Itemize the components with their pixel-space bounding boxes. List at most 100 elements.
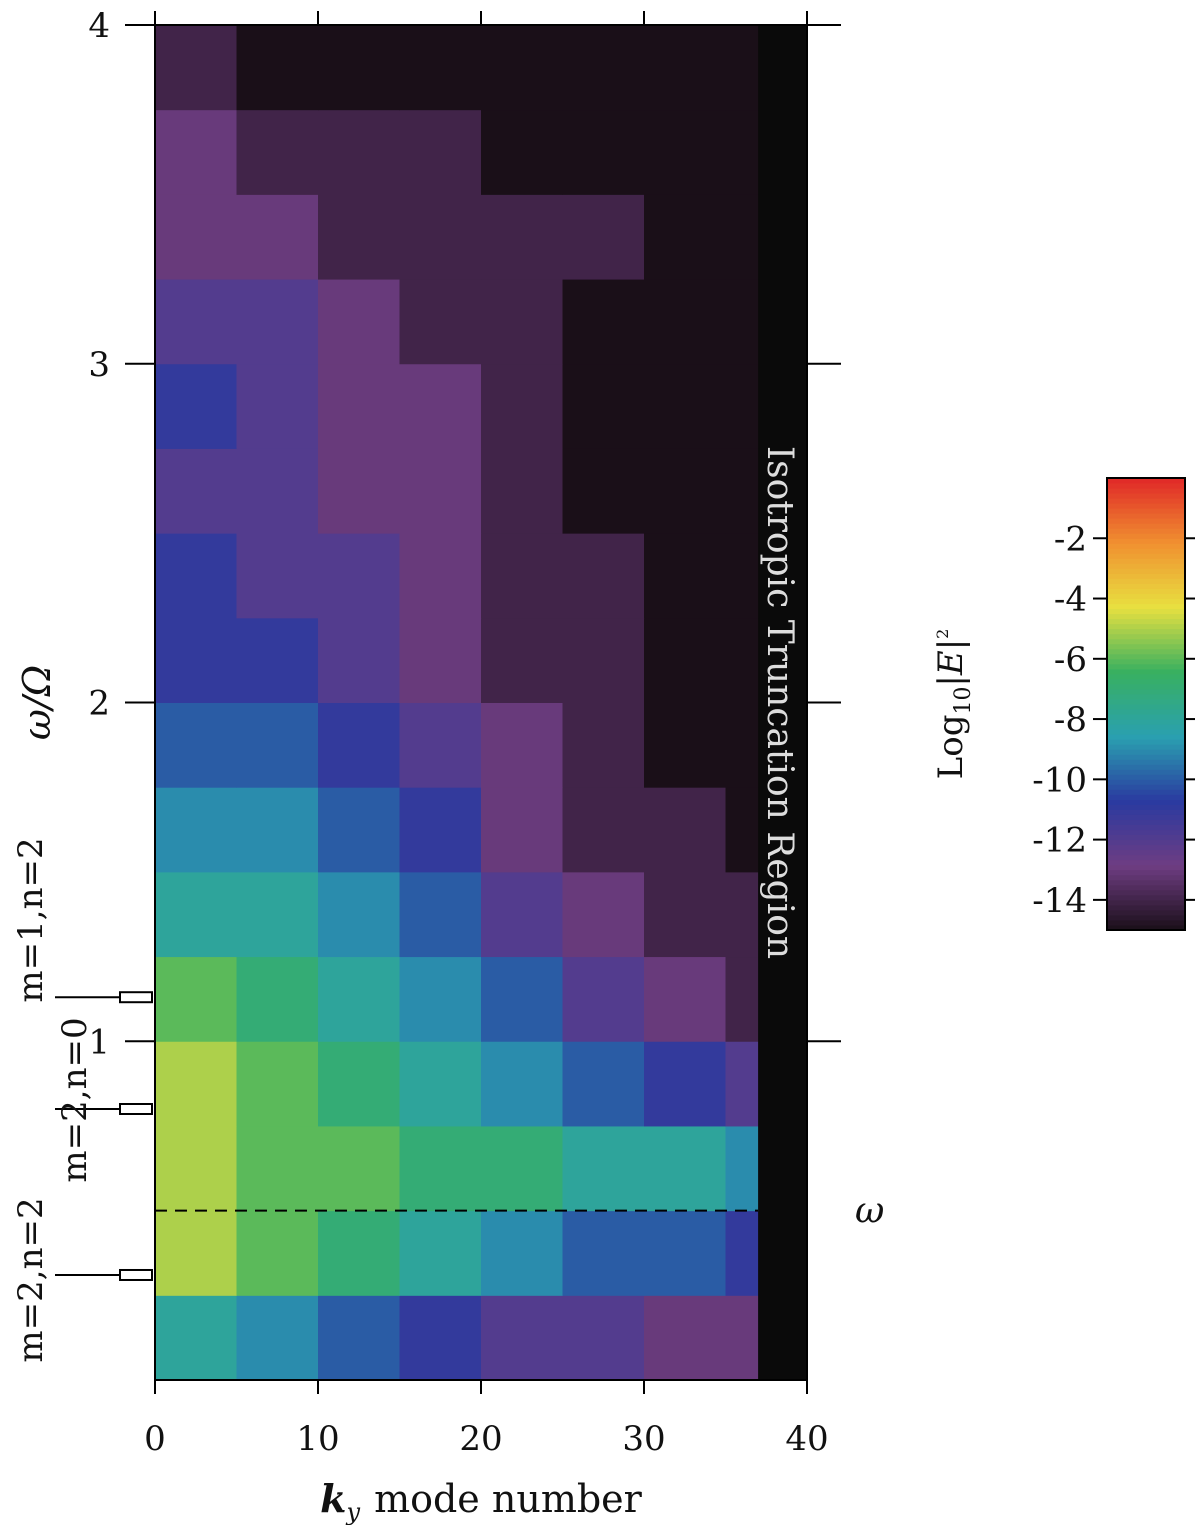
heatmap-cell [562, 448, 645, 534]
colorbar-segment [1107, 874, 1185, 881]
heatmap-cell [644, 109, 726, 195]
colorbar-segment [1107, 924, 1185, 931]
heatmap-cell [399, 109, 482, 195]
colorbar-segment [1107, 663, 1185, 670]
heatmap-cell [155, 871, 237, 958]
heatmap-cell [562, 956, 645, 1042]
heatmap-cell [481, 956, 563, 1042]
colorbar-segment [1107, 523, 1185, 529]
colorbar-segment [1107, 483, 1185, 489]
colorbar-tick-label: -2 [1054, 519, 1087, 559]
colorbar-segment [1107, 739, 1185, 745]
colorbar-segment [1107, 583, 1185, 589]
colorbar-segment [1107, 498, 1185, 504]
heatmap-cell [318, 109, 400, 195]
colorbar-segment [1107, 693, 1185, 700]
heatmap-cell [562, 363, 645, 449]
heatmap-cell [644, 702, 726, 788]
heatmap-cell [236, 194, 319, 280]
heatmap-cell [644, 1295, 726, 1381]
heatmap-cell [644, 279, 726, 365]
y-tick-label: 1 [88, 1022, 110, 1062]
colorbar-tick-label: -6 [1054, 640, 1087, 680]
colorbar-segment [1107, 633, 1185, 640]
heatmap-cell [318, 194, 400, 280]
heatmap-cell [318, 363, 400, 449]
colorbar-segment [1107, 653, 1185, 660]
heatmap-cell [644, 787, 726, 873]
heatmap-cell [481, 1210, 563, 1296]
colorbar-segment [1107, 834, 1185, 841]
colorbar-segment [1107, 513, 1185, 519]
colorbar-segment [1107, 548, 1185, 554]
heatmap-cell [236, 533, 319, 619]
colorbar-segment [1107, 613, 1185, 620]
heatmap-cell [318, 702, 400, 788]
colorbar-segment [1107, 658, 1185, 665]
x-tick-label: 10 [296, 1419, 339, 1459]
colorbar-segment [1107, 844, 1185, 851]
heatmap-cell [236, 279, 319, 365]
heatmap-cell [318, 279, 400, 365]
colorbar-segment [1107, 573, 1185, 579]
heatmap-cell [644, 1210, 726, 1296]
colorbar-segment [1107, 493, 1185, 499]
heatmap-cell [399, 871, 482, 958]
heatmap-cell [481, 787, 563, 873]
colorbar-segment [1107, 824, 1185, 831]
heatmap-cell [399, 1210, 482, 1296]
heatmap-cell [562, 1295, 645, 1381]
colorbar-segment [1107, 704, 1185, 710]
x-label-subscript: y [346, 1498, 361, 1525]
y-tick-label: 4 [88, 6, 110, 46]
reference-label: ω [855, 1191, 884, 1232]
colorbar-segment [1107, 919, 1185, 926]
colorbar-segment [1107, 568, 1185, 574]
heatmap-cell [236, 1041, 319, 1127]
colorbar-segment [1107, 864, 1185, 871]
heatmap-cell [399, 533, 482, 619]
colorbar-segment [1107, 714, 1185, 720]
x-axis-label: ky mode number [320, 1476, 643, 1525]
colorbar-segment [1107, 749, 1185, 755]
x-label-text: mode number [374, 1477, 643, 1521]
heatmap-cell [236, 109, 319, 195]
colorbar-segment [1107, 603, 1185, 610]
heatmap-cell [236, 1210, 319, 1296]
heatmap-cell [481, 194, 563, 280]
truncation-region [758, 25, 807, 1380]
heatmap-cell [644, 25, 726, 111]
colorbar-segment [1107, 904, 1185, 911]
colorbar-segment [1107, 538, 1185, 544]
heatmap-cell [481, 533, 563, 619]
heatmap-cell [318, 1210, 400, 1296]
heatmap-cell [236, 617, 319, 703]
colorbar-segment [1107, 819, 1185, 826]
x-tick-label: 20 [459, 1419, 502, 1459]
colorbar-segment [1107, 759, 1185, 765]
heatmap-cell [155, 787, 237, 873]
colorbar-segment [1107, 789, 1185, 795]
heatmap-cell [318, 1295, 400, 1381]
heatmap-cell [644, 871, 726, 958]
heatmap-cell [644, 363, 726, 449]
heatmap-cell [155, 1295, 237, 1381]
heatmap-cell [562, 194, 645, 280]
heatmap-cell [399, 194, 482, 280]
heatmap-cell [236, 363, 319, 449]
heatmap-cell [399, 617, 482, 703]
heatmap-cell [236, 1295, 319, 1381]
mode-label: m=2,n=0 [55, 1017, 95, 1182]
heatmap-cell [481, 363, 563, 449]
colorbar-label-text: Log [931, 715, 971, 780]
heatmap-cell [318, 25, 400, 111]
heatmap-cell [562, 109, 645, 195]
colorbar-tick-label: -8 [1054, 700, 1087, 740]
y-tick-label: 2 [88, 684, 110, 724]
heatmap-cell [644, 1041, 726, 1127]
colorbar-segment [1107, 709, 1185, 715]
heatmap-cell [481, 279, 563, 365]
colorbar-segment [1107, 719, 1185, 725]
colorbar-segment [1107, 894, 1185, 901]
